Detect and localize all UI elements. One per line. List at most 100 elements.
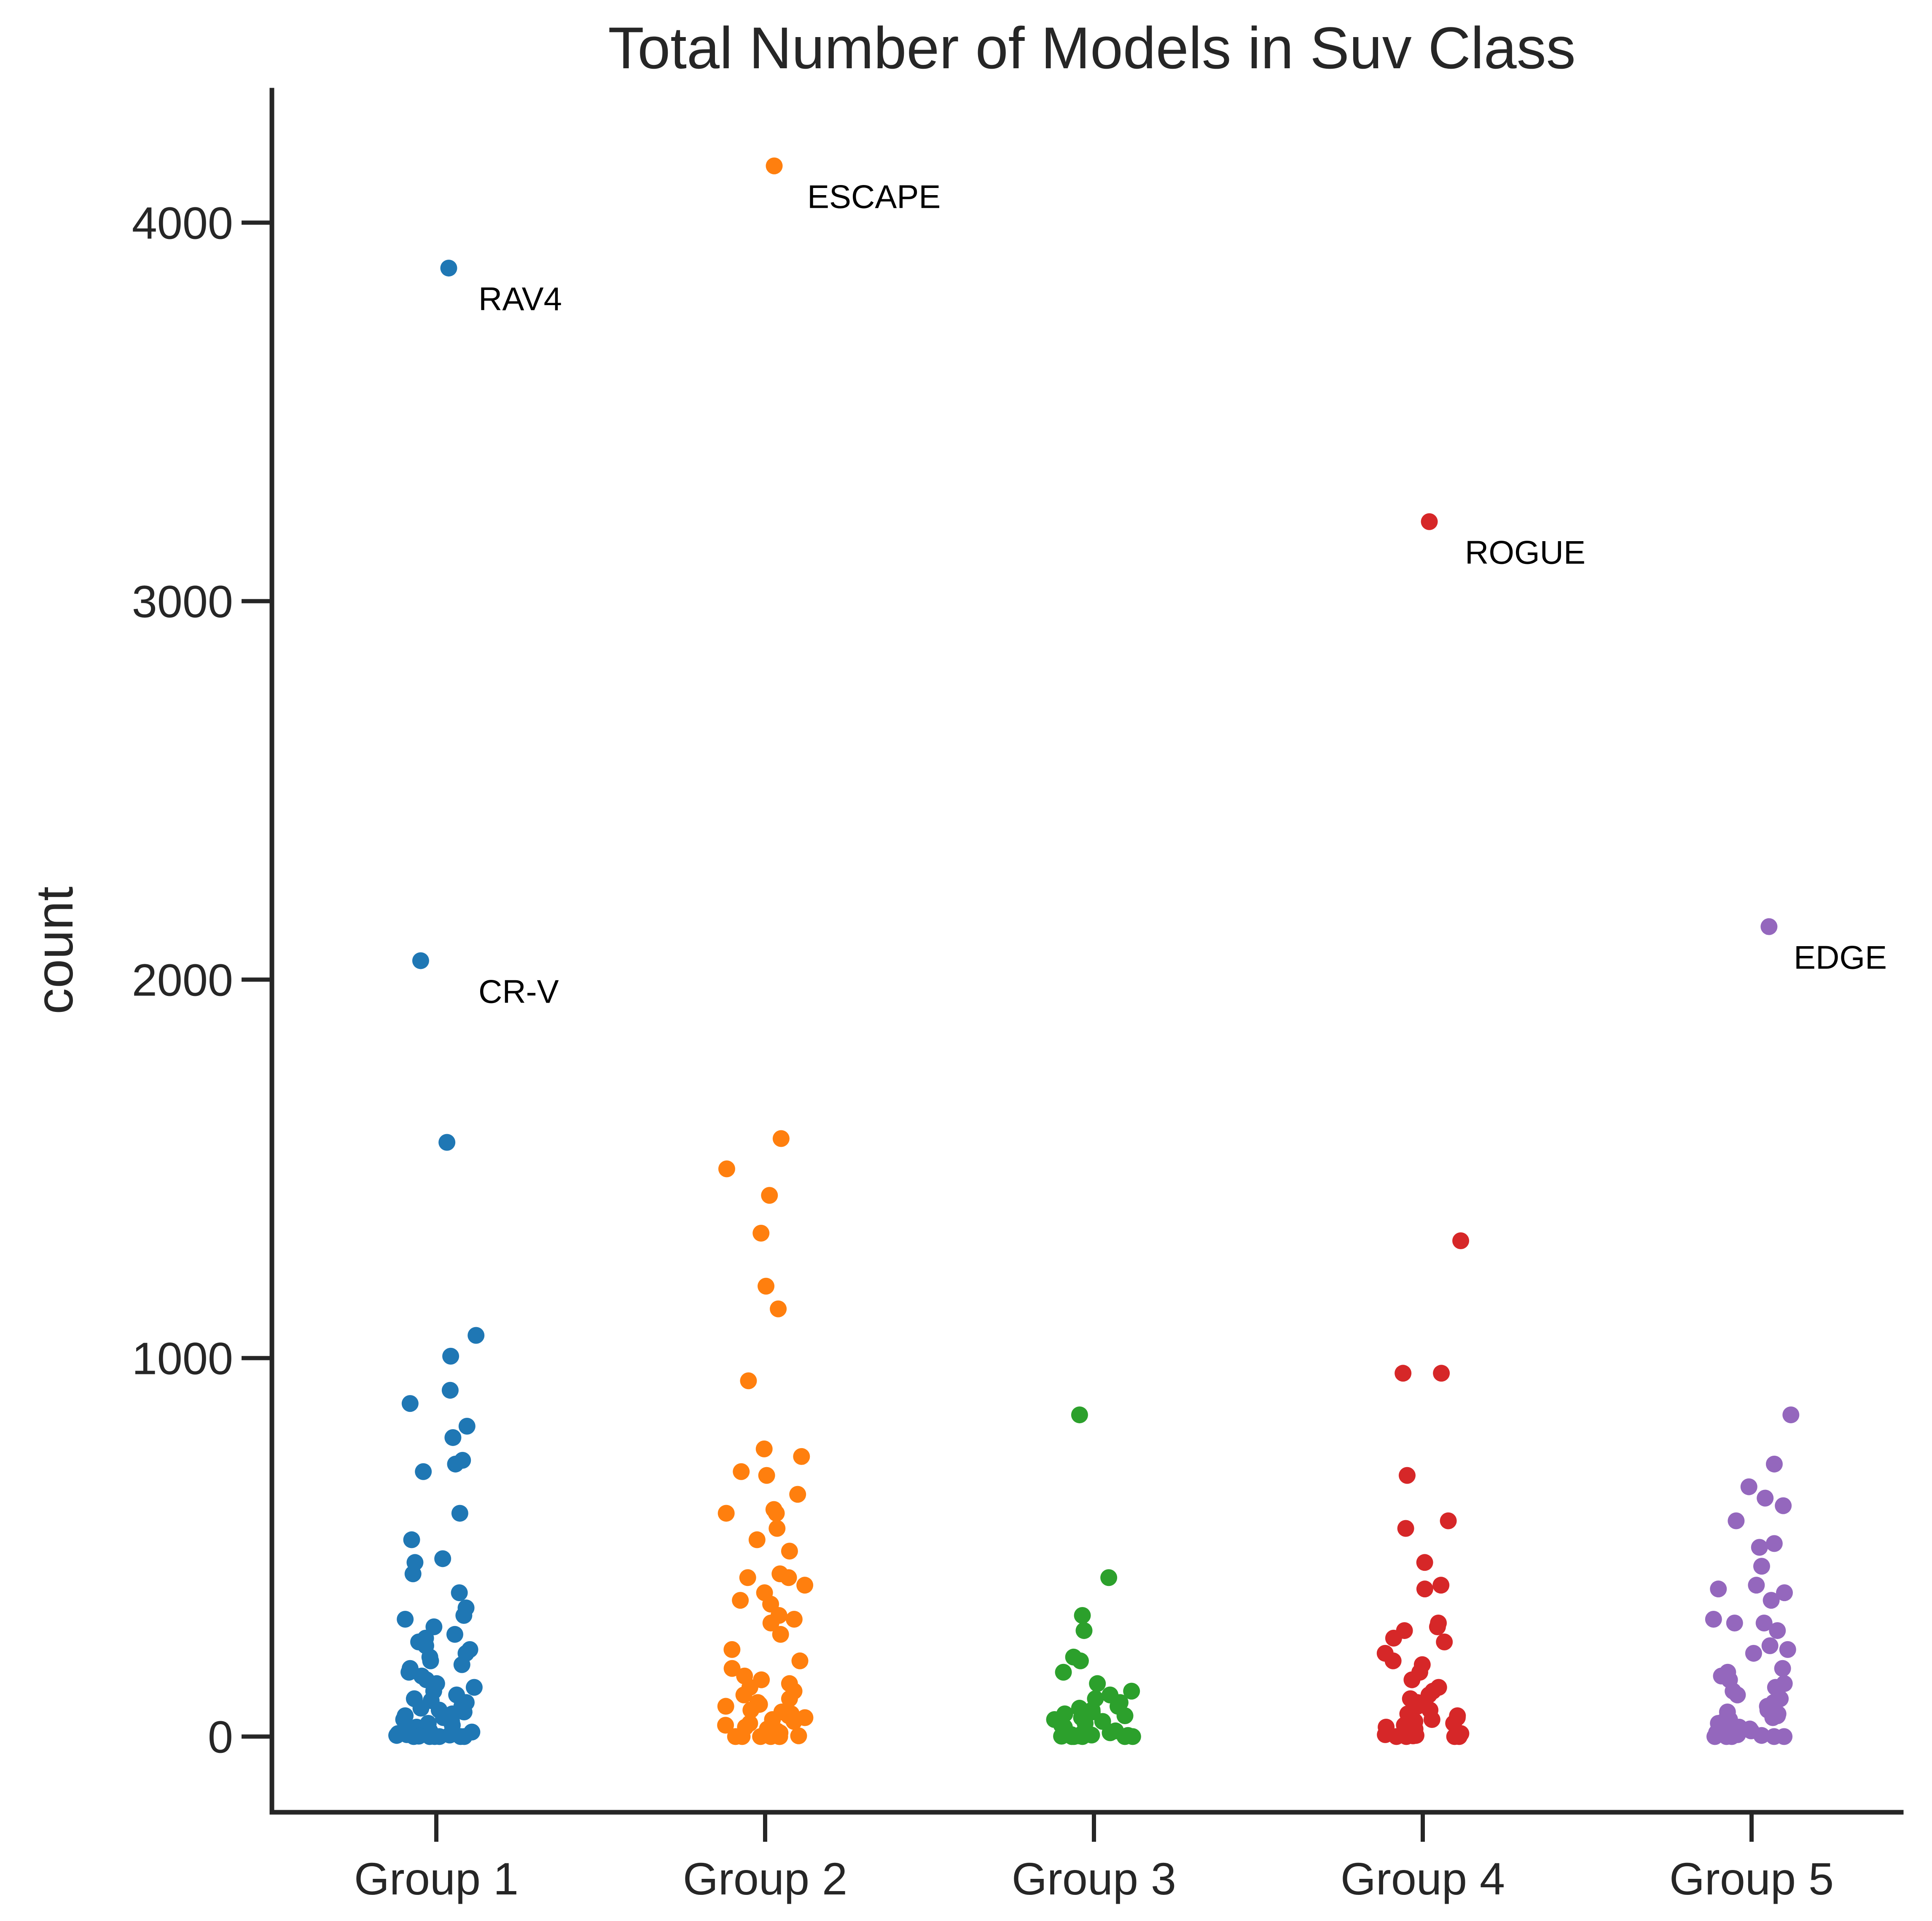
data-point <box>766 157 783 174</box>
data-point <box>740 1372 757 1390</box>
data-point <box>1726 1614 1743 1631</box>
point-annotations: RAV4 CR-V ESCAPE ROGUE EDGE <box>478 178 1887 1010</box>
data-point <box>412 1700 430 1717</box>
data-point <box>1421 513 1438 530</box>
data-point <box>444 1429 462 1446</box>
data-point <box>1779 1641 1796 1658</box>
data-point <box>1072 1652 1089 1669</box>
y-axis-ticks: 0 1000 2000 3000 4000 <box>132 197 272 1762</box>
data-point <box>1751 1539 1768 1556</box>
data-point <box>752 1728 769 1745</box>
data-point <box>1123 1682 1140 1700</box>
data-point <box>1765 1535 1783 1552</box>
data-point <box>1398 1467 1416 1484</box>
data-point <box>1055 1663 1072 1681</box>
data-point <box>772 1130 790 1147</box>
y-tick-label: 4000 <box>132 197 233 248</box>
data-point <box>723 1660 741 1677</box>
data-point <box>1071 1406 1088 1424</box>
data-point <box>1451 1728 1468 1745</box>
data-point <box>771 1728 788 1745</box>
x-tick-label: Group 1 <box>354 1853 519 1904</box>
data-point <box>1723 1728 1740 1745</box>
data-point <box>456 1728 473 1745</box>
data-point <box>768 1505 785 1522</box>
data-point <box>455 1607 473 1624</box>
data-point <box>1436 1633 1453 1650</box>
data-point <box>1423 1711 1440 1728</box>
data-point <box>1706 1728 1723 1745</box>
data-point <box>718 1160 735 1178</box>
data-point <box>1705 1611 1722 1628</box>
data-point <box>758 1277 775 1295</box>
x-tick-label: Group 3 <box>1012 1853 1176 1904</box>
data-point <box>755 1440 773 1457</box>
data-point <box>796 1577 814 1594</box>
data-point <box>781 1543 798 1560</box>
point-annotation: ESCAPE <box>807 178 940 215</box>
y-tick-label: 1000 <box>132 1333 233 1384</box>
x-tick-label: Group 5 <box>1669 1853 1834 1904</box>
data-point <box>780 1569 797 1586</box>
data-point <box>1765 1455 1783 1473</box>
data-point <box>1116 1707 1134 1725</box>
data-point <box>1763 1592 1780 1609</box>
data-point <box>1416 1554 1433 1571</box>
data-point <box>388 1727 406 1744</box>
data-point <box>465 1679 483 1696</box>
data-point <box>717 1698 734 1715</box>
data-point <box>412 952 429 969</box>
data-point <box>723 1641 741 1658</box>
data-point <box>1403 1671 1421 1688</box>
y-axis-label: count <box>26 886 84 1014</box>
data-point <box>1728 1512 1745 1529</box>
data-point <box>1416 1580 1433 1598</box>
data-point <box>752 1225 770 1242</box>
data-point <box>1397 1520 1414 1537</box>
data-point <box>397 1611 414 1628</box>
data-point <box>1740 1478 1757 1495</box>
data-point <box>1729 1686 1746 1704</box>
data-point <box>1753 1727 1770 1744</box>
data-point <box>772 1626 789 1643</box>
data-point <box>1074 1607 1091 1624</box>
data-point <box>1776 1584 1793 1602</box>
data-point <box>438 1134 456 1151</box>
data-point <box>1440 1512 1457 1529</box>
data-point <box>404 1565 422 1583</box>
data-point <box>1774 1660 1791 1677</box>
data-point <box>1124 1728 1141 1745</box>
data-point <box>793 1448 810 1465</box>
data-point <box>1384 1652 1402 1669</box>
data-point <box>1769 1622 1786 1639</box>
data-point <box>734 1728 751 1745</box>
data-point <box>1398 1728 1415 1745</box>
data-point <box>1385 1629 1402 1647</box>
data-point <box>733 1463 750 1480</box>
data-point <box>434 1550 451 1567</box>
data-point <box>401 1395 419 1412</box>
data-point <box>451 1584 468 1602</box>
data-point <box>403 1531 420 1548</box>
data-point <box>1760 918 1778 935</box>
data-point <box>431 1728 448 1745</box>
data-point <box>1075 1622 1093 1639</box>
data-point <box>422 1652 439 1669</box>
data-point <box>735 1686 752 1704</box>
data-point <box>748 1531 766 1548</box>
y-tick-label: 2000 <box>132 954 233 1005</box>
data-point <box>732 1592 749 1609</box>
data-point <box>400 1663 418 1681</box>
data-point <box>395 1711 412 1728</box>
data-point <box>742 1701 760 1719</box>
data-point <box>762 1614 779 1631</box>
data-point <box>453 1656 470 1673</box>
point-annotation: RAV4 <box>478 280 562 317</box>
data-point <box>717 1717 734 1734</box>
data-points <box>388 157 1800 1745</box>
data-point <box>717 1505 735 1522</box>
data-point <box>1764 1709 1782 1726</box>
data-point <box>1395 1365 1412 1382</box>
data-point <box>789 1486 806 1503</box>
